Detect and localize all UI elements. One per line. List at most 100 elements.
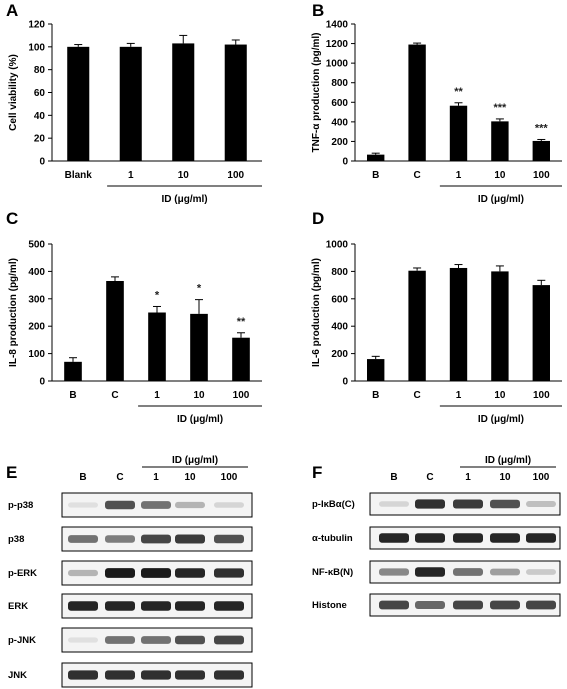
blot-row-label: JNK [8,670,27,681]
blot-band [453,533,483,543]
blot-panel-e: E ID (μg/ml) B C 1 10 100 p-p38 p38 p-ERK ERK p-JNK… [6,455,253,688]
blot-band [175,534,205,544]
y-tick-label: 60 [34,88,46,99]
blot-band [379,568,409,576]
lane-label: 10 [499,472,511,483]
lane-label: 100 [221,472,238,483]
blot-band [415,499,445,509]
category-label: 1 [128,170,134,181]
blot-row-label: ERK [8,601,28,612]
blot-band [415,567,445,577]
category-label: 100 [233,390,250,401]
blot-band [453,600,483,610]
blot-row-label: p38 [8,534,24,545]
y-tick-label: 20 [34,134,46,145]
bar [367,359,385,381]
category-label: 10 [494,390,506,401]
blot-band [141,670,171,680]
category-label: 100 [227,170,244,181]
significance-mark: * [155,289,160,301]
group-label: ID (μg/ml) [478,414,524,425]
blot-band [175,501,205,509]
blot-band [68,535,98,543]
y-tick-label: 200 [28,322,45,333]
bar [532,285,550,381]
bar [224,44,247,161]
chart-panel-b: B 0 200 400 600 800 1000 1200 1400 TNF-α producti… [311,1,562,205]
blot-row-label: Histone [312,600,347,611]
chart-panel-c: C 0 100 200 300 400 500 IL-8 production (pg/ml)… [6,209,262,425]
lane-label: 100 [533,472,550,483]
significance-mark: * [197,283,202,295]
blot-band [214,601,244,611]
lane-label: C [426,472,433,483]
y-tick-label: 100 [28,349,45,360]
lane-label: C [116,472,123,483]
y-tick-label: 400 [331,117,348,128]
y-tick-label: 400 [331,322,348,333]
blot-band [105,568,135,578]
bar [67,46,90,162]
blot-row-label: α-tubulin [312,533,353,544]
bar [106,280,124,381]
blot-band [214,568,244,578]
blot-panel-f: F ID (μg/ml) B C 1 10 100 p-IκBα(C) α-tubulin NF-… [312,455,561,617]
bar [64,361,82,381]
bar [491,121,509,161]
category-label: 1 [456,170,462,181]
blot-band [175,670,205,680]
blot-band [214,534,244,544]
category-label: 1 [154,390,160,401]
group-label: ID (μg/ml) [478,194,524,205]
y-tick-label: 100 [28,42,45,53]
group-label: ID (μg/ml) [485,455,531,466]
blot-band [214,670,244,680]
y-axis-label: IL-8 production (pg/ml) [8,258,19,367]
lane-label: B [79,472,86,483]
y-tick-label: 1400 [326,20,349,31]
blot-band [141,568,171,578]
blot-band [453,499,483,509]
bar [408,270,426,381]
blot-band [141,501,171,509]
panel-label: A [6,1,18,20]
panel-label: E [6,463,17,482]
blot-band [68,637,98,643]
blot-band [214,635,244,645]
y-axis-label: TNF-α production (pg/ml) [311,32,322,152]
blot-band [379,533,409,543]
y-tick-label: 600 [331,294,348,305]
blot-band [526,501,556,507]
y-tick-label: 400 [28,267,45,278]
blot-band [68,569,98,577]
blot-band [68,601,98,611]
panel-label: F [312,463,322,482]
lane-label: B [390,472,397,483]
blot-band [214,502,244,508]
group-label: ID (μg/ml) [162,194,208,205]
y-tick-label: 0 [342,157,348,168]
significance-mark: ** [237,316,246,328]
group-label: ID (μg/ml) [172,455,218,466]
y-tick-label: 800 [331,267,348,278]
y-tick-label: 80 [34,65,46,76]
panel-label: C [6,209,18,228]
blot-band [105,636,135,644]
category-label: 100 [533,390,550,401]
blot-row-label: NF-κB(N) [312,567,353,578]
blot-band [526,569,556,575]
y-tick-label: 500 [28,240,45,251]
blot-band [490,499,520,509]
category-label: 10 [178,170,190,181]
lane-label: 10 [184,472,196,483]
bar [532,140,550,161]
category-label: 100 [533,170,550,181]
chart-panel-a: A 0 20 40 60 80 100 120 Cell viability (%) Blank 1… [6,1,262,205]
blot-band [490,533,520,543]
category-label: Blank [65,170,93,181]
blot-band [415,601,445,609]
category-label: B [69,390,76,401]
blot-band [175,568,205,578]
y-tick-label: 600 [331,98,348,109]
category-label: 10 [193,390,205,401]
